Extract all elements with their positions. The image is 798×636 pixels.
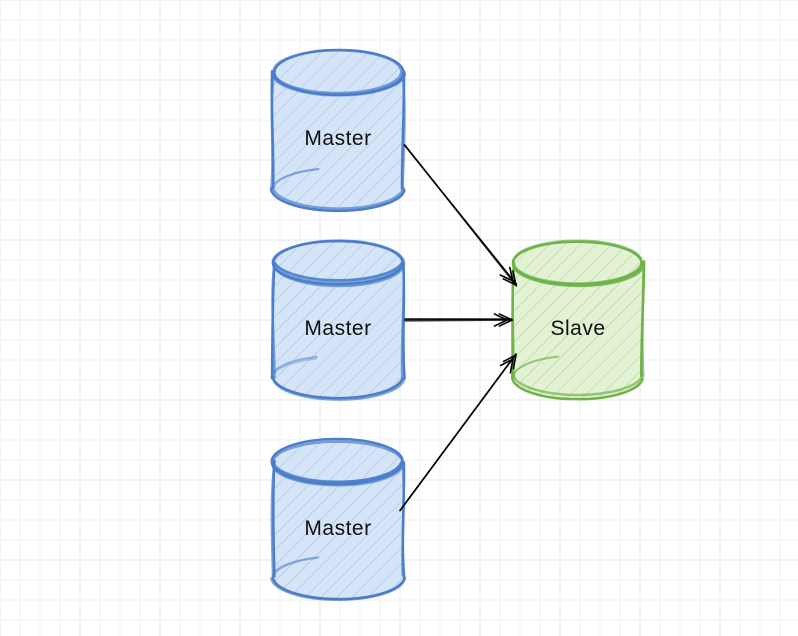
- master3-label: Master: [304, 517, 371, 541]
- edge-master3-slave: [400, 354, 516, 511]
- master1-label: Master: [304, 127, 371, 151]
- master2-label: Master: [304, 317, 371, 341]
- slave-label: Slave: [550, 317, 605, 341]
- edge-master1-slave: [404, 145, 516, 286]
- diagram-layer: [0, 0, 798, 636]
- edge-master2-slave: [405, 314, 513, 326]
- diagram-canvas: Master Master Master Slave: [0, 0, 798, 636]
